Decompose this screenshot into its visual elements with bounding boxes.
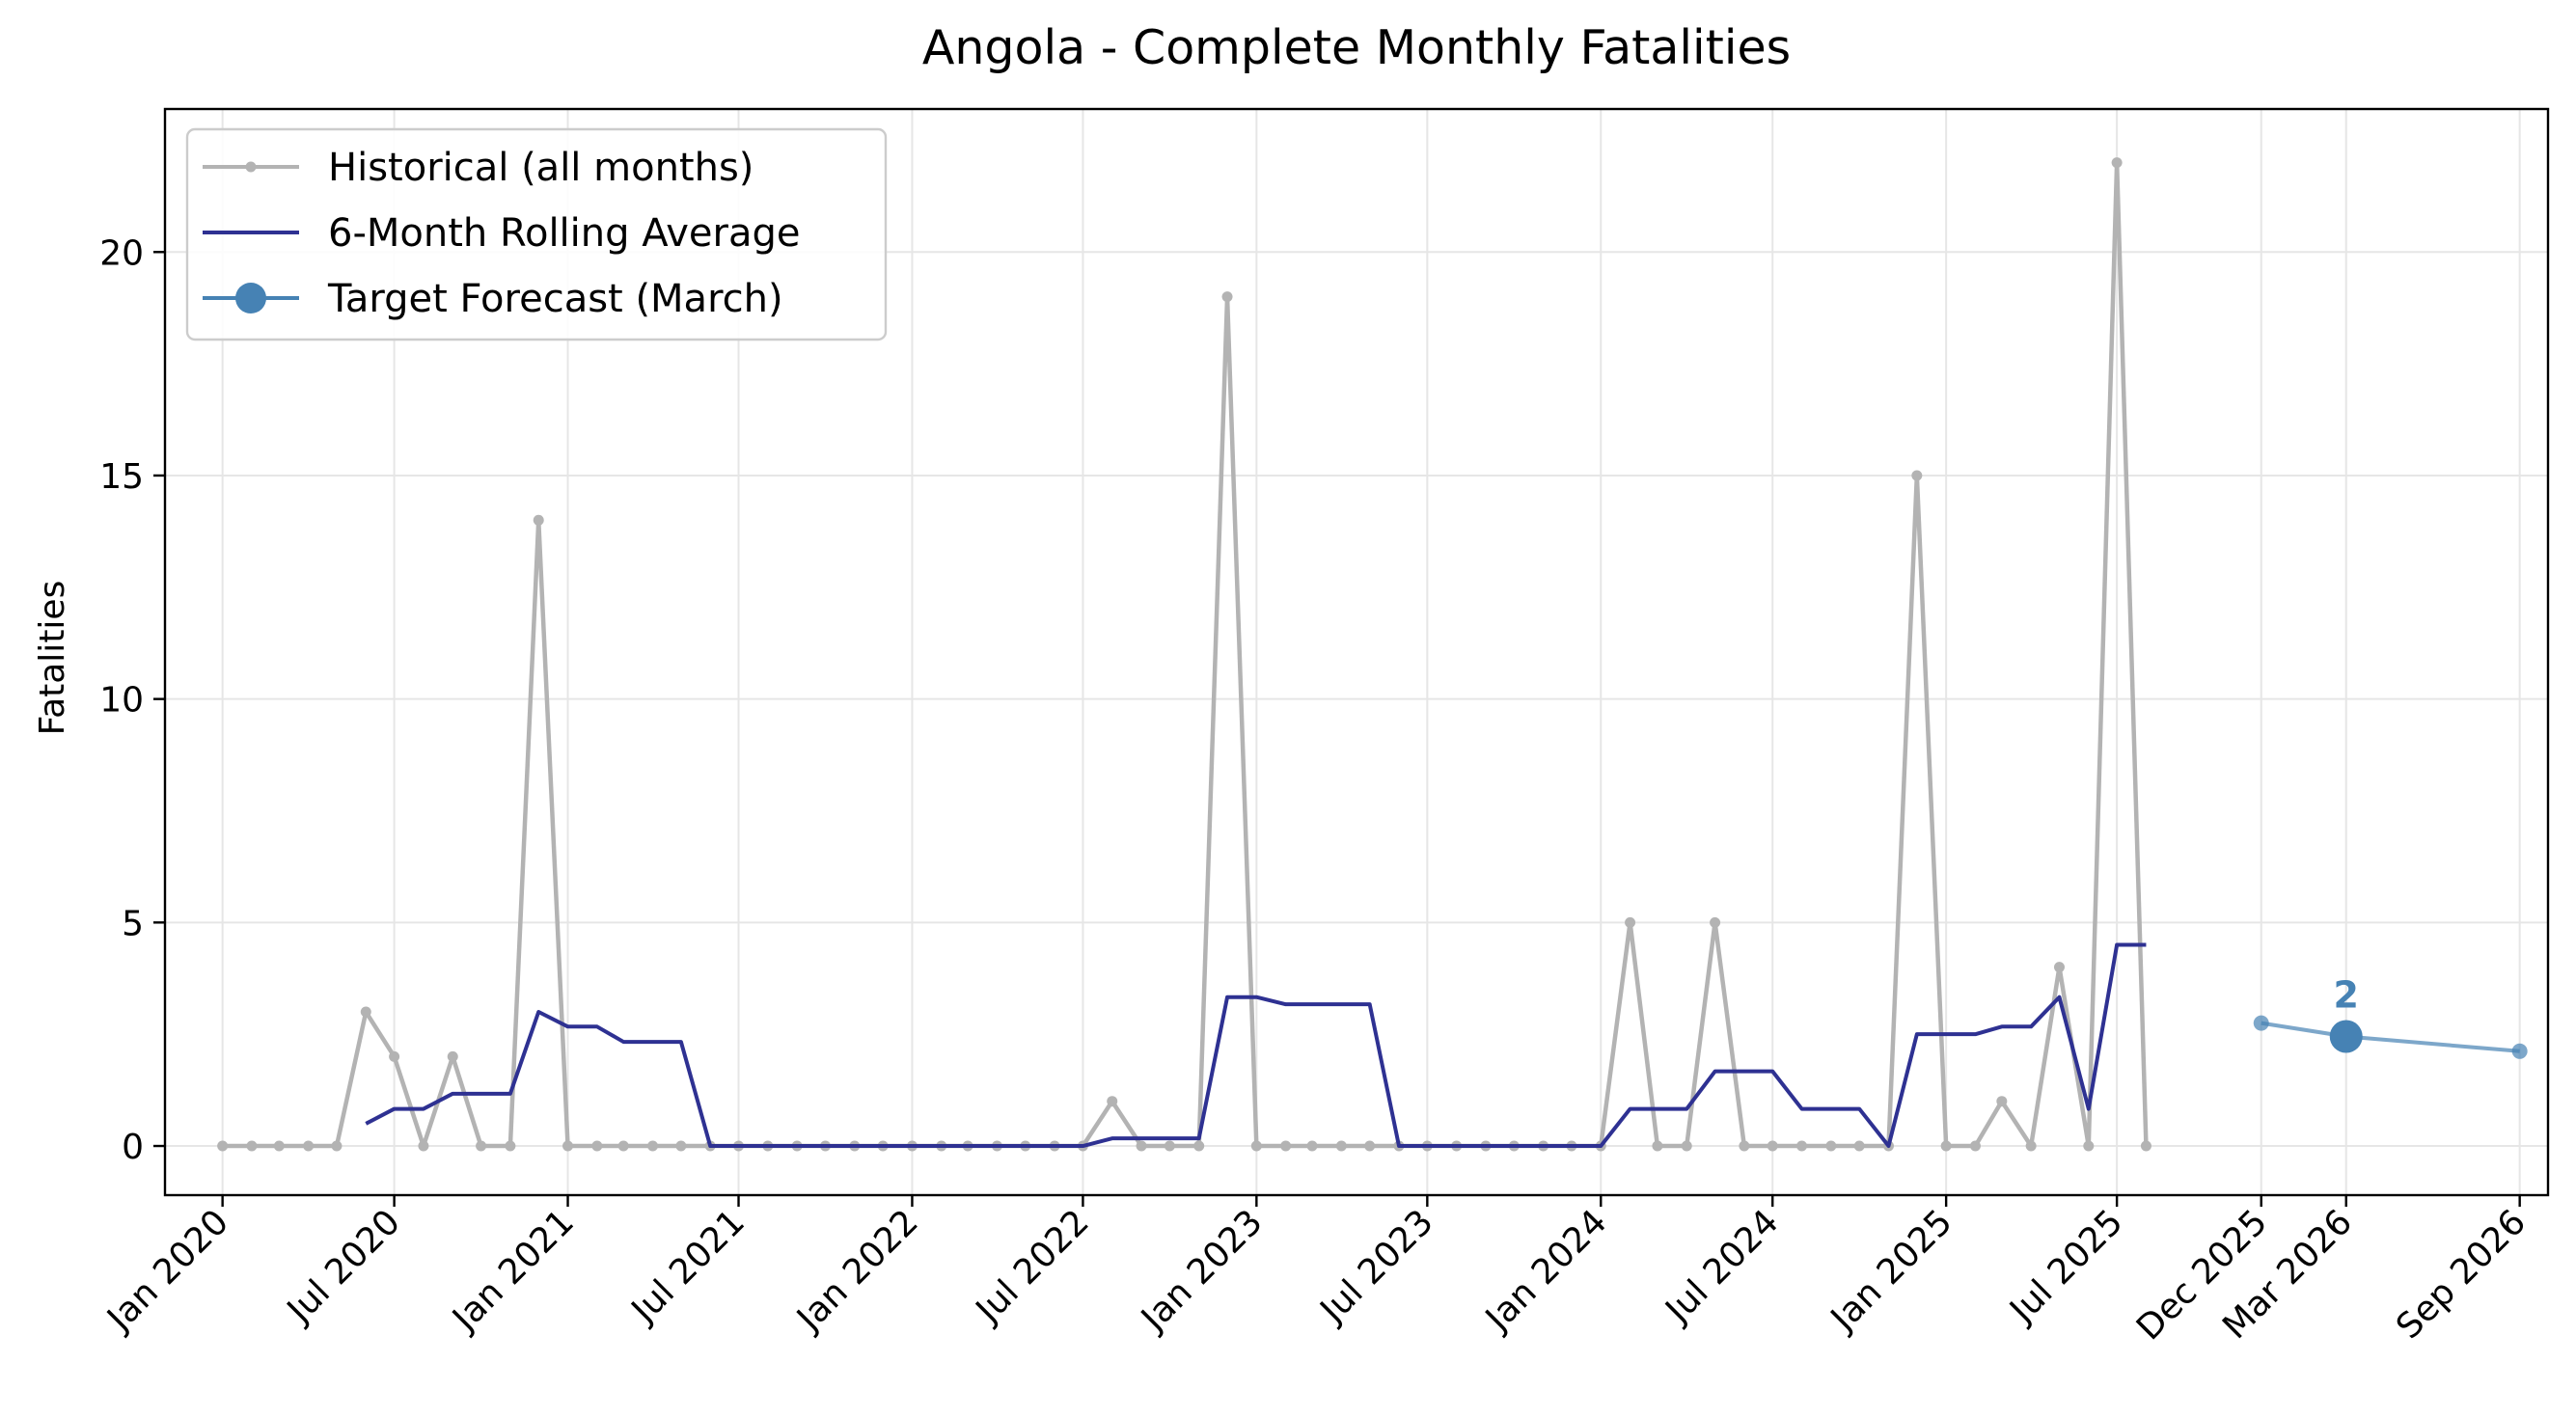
historical-point (1164, 1140, 1175, 1152)
historical-point (1911, 470, 1923, 481)
historical-point (675, 1140, 687, 1152)
historical-point (303, 1140, 315, 1152)
historical-point (476, 1140, 487, 1152)
historical-point (647, 1140, 659, 1152)
plot-series: 2 (217, 157, 2528, 1152)
historical-point (246, 1140, 258, 1152)
historical-point (273, 1140, 285, 1152)
historical-point (2111, 157, 2123, 169)
historical-point (562, 1140, 574, 1152)
historical-point (1853, 1140, 1865, 1152)
legend-label-target-forecast: Target Forecast (March) (327, 277, 783, 321)
plot-area-frame (163, 107, 2550, 1197)
legend-marker-historical (245, 161, 257, 173)
forecast-point (2511, 1043, 2528, 1059)
target-forecast-value-label: 2 (2334, 974, 2359, 1017)
historical-point (1796, 1140, 1808, 1152)
legend-marker-target-forecast (235, 283, 266, 313)
historical-point (2083, 1140, 2095, 1152)
historical-point (1280, 1140, 1292, 1152)
historical-point (1825, 1140, 1837, 1152)
historical-point (1193, 1140, 1205, 1152)
historical-point (1250, 1140, 1262, 1152)
historical-point (591, 1140, 603, 1152)
historical-point (1652, 1140, 1663, 1152)
y-tick-label: 15 (99, 457, 144, 497)
historical-point (1969, 1140, 1981, 1152)
historical-point (1767, 1140, 1778, 1152)
historical-point (1306, 1140, 1318, 1152)
historical-point (2025, 1140, 2037, 1152)
legend-label-rolling-average: 6-Month Rolling Average (328, 211, 801, 256)
historical-point (1940, 1140, 1952, 1152)
rolling-average-line (365, 942, 2147, 1149)
y-tick-label: 20 (99, 233, 144, 273)
historical-point (389, 1050, 400, 1062)
y-tick-label: 10 (99, 681, 144, 721)
historical-point (1681, 1140, 1692, 1152)
historical-point (1739, 1140, 1750, 1152)
historical-point (1625, 916, 1636, 928)
historical-point (447, 1050, 458, 1062)
y-tick-label: 0 (122, 1128, 144, 1167)
legend-label-historical: Historical (all months) (328, 146, 754, 190)
chart-title: Angola - Complete Monthly Fatalities (922, 20, 1791, 75)
target-forecast-marker (2329, 1020, 2363, 1053)
historical-point (1221, 291, 1233, 303)
legend-item-target-forecast: Target Forecast (March) (203, 277, 783, 321)
historical-point (217, 1140, 229, 1152)
historical-point (1107, 1096, 1118, 1107)
legend: Historical (all months) 6-Month Rolling … (185, 127, 888, 341)
historical-point (1710, 916, 1721, 928)
historical-point (418, 1140, 429, 1152)
historical-point (1364, 1140, 1376, 1152)
legend-frame (185, 127, 888, 341)
historical-point (617, 1140, 629, 1152)
historical-point (533, 514, 544, 526)
historical-point (2053, 962, 2065, 973)
legend-item-historical: Historical (all months) (203, 146, 754, 190)
historical-point (1335, 1140, 1347, 1152)
legend-item-rolling-average: 6-Month Rolling Average (203, 211, 801, 256)
forecast-point (2253, 1015, 2269, 1031)
historical-point (331, 1140, 343, 1152)
historical-point (505, 1140, 516, 1152)
historical-point (360, 1006, 371, 1018)
y-axis-label: Fatalities (33, 581, 72, 736)
y-tick-label: 5 (122, 904, 144, 943)
historical-point (1996, 1096, 2008, 1107)
historical-point (1136, 1140, 1147, 1152)
historical-point (2140, 1140, 2151, 1152)
